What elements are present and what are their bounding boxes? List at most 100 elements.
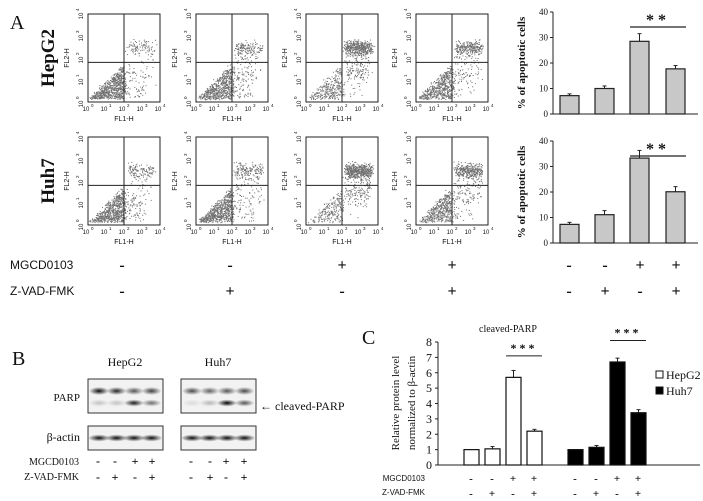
scatter-point (352, 49, 354, 51)
y-tick-exponent: 2 (75, 52, 80, 55)
scatter-point (257, 52, 259, 54)
scatter-point (112, 217, 114, 219)
scatter-point (113, 204, 115, 206)
scatter-point (114, 77, 116, 79)
scatter-point (236, 76, 238, 78)
scatter-point (360, 63, 362, 65)
scatter-point (477, 46, 478, 47)
scatter-point (230, 219, 232, 221)
scatter-point (366, 51, 368, 52)
scatter-point (229, 206, 231, 208)
scatter-point (117, 205, 119, 206)
scatter-point (114, 200, 116, 202)
scatter-point (96, 217, 98, 219)
scatter-point (427, 89, 428, 91)
scatter-point (475, 46, 477, 48)
scatter-point (119, 98, 121, 100)
scatter-point (437, 85, 439, 87)
scatter-point (226, 72, 228, 74)
y-tick-label: 10 (407, 12, 413, 19)
scatter-point (218, 97, 220, 99)
scatter-point (98, 213, 100, 214)
scatter-point (317, 97, 319, 99)
scatter-point (447, 87, 448, 89)
y-tick-exponent: 3 (403, 30, 408, 33)
scatter-point (134, 214, 136, 216)
scatter-point (119, 83, 121, 85)
scatter-point (450, 93, 452, 95)
scatter-point (125, 90, 126, 92)
scatter-point (254, 39, 256, 41)
scatter-point (98, 98, 100, 100)
scatter-point (112, 91, 114, 93)
scatter-point (420, 98, 422, 100)
scatter-point (114, 97, 115, 99)
scatter-point (118, 216, 119, 218)
scatter-point (471, 57, 473, 59)
scatter-point (228, 81, 230, 83)
scatter-point (90, 221, 92, 223)
scatter-point (361, 48, 363, 50)
x-tick-exponent: 2 (127, 226, 130, 231)
scatter-point (99, 218, 101, 220)
scatter-point (103, 90, 105, 92)
scatter-point (436, 78, 438, 80)
scatter-point (109, 90, 111, 92)
scatter-point (139, 173, 141, 175)
scatter-point (233, 84, 235, 86)
scatter-point (104, 211, 106, 213)
scatter-point (110, 89, 112, 91)
scatter-point (422, 96, 424, 98)
scatter-point (259, 201, 261, 203)
scatter-point (119, 95, 121, 97)
scatter-point (442, 75, 444, 77)
scatter-point (255, 56, 257, 57)
scatter-point (247, 85, 249, 87)
scatter-point (222, 81, 224, 83)
y-tick-label: 10 (407, 100, 413, 107)
scatter-point (223, 78, 225, 80)
scatter-point (238, 72, 240, 74)
scatter-point (347, 80, 349, 82)
scatter-point (346, 66, 348, 68)
scatter-point (109, 208, 111, 210)
scatter-point (224, 70, 226, 72)
scatter-point (365, 41, 367, 43)
scatter-point (325, 86, 327, 88)
scatter-point (100, 91, 102, 93)
scatter-point (320, 90, 322, 92)
scatter-point (98, 215, 100, 217)
scatter-point (142, 47, 143, 49)
scatter-point (104, 93, 106, 95)
scatter-point (139, 195, 141, 197)
scatter-point (122, 85, 124, 87)
scatter-point (361, 95, 363, 96)
scatter-point (212, 86, 214, 88)
scatter-point (241, 73, 243, 75)
scatter-point (121, 213, 123, 215)
scatter-point (95, 94, 97, 96)
scatter-point (116, 92, 118, 94)
scatter-point (145, 92, 147, 94)
scatter-point (444, 76, 446, 78)
scatter-point (245, 71, 247, 73)
scatter-point (244, 58, 246, 60)
scatter-point (457, 45, 458, 47)
scatter-point (352, 56, 354, 58)
scatter-point (334, 95, 335, 97)
scatter-point (440, 82, 442, 84)
scatter-point (122, 97, 124, 99)
scatter-point (210, 221, 212, 222)
scatter-point (344, 82, 346, 84)
scatter-point (242, 43, 244, 45)
scatter-point (355, 41, 357, 43)
scatter-point (105, 87, 107, 89)
scatter-point (366, 47, 367, 49)
scatter-point (241, 169, 243, 171)
scatter-point (210, 86, 212, 87)
scatter-point (118, 217, 120, 219)
scatter-point (212, 96, 214, 98)
scatter-point (116, 73, 118, 75)
scatter-point (140, 70, 142, 72)
